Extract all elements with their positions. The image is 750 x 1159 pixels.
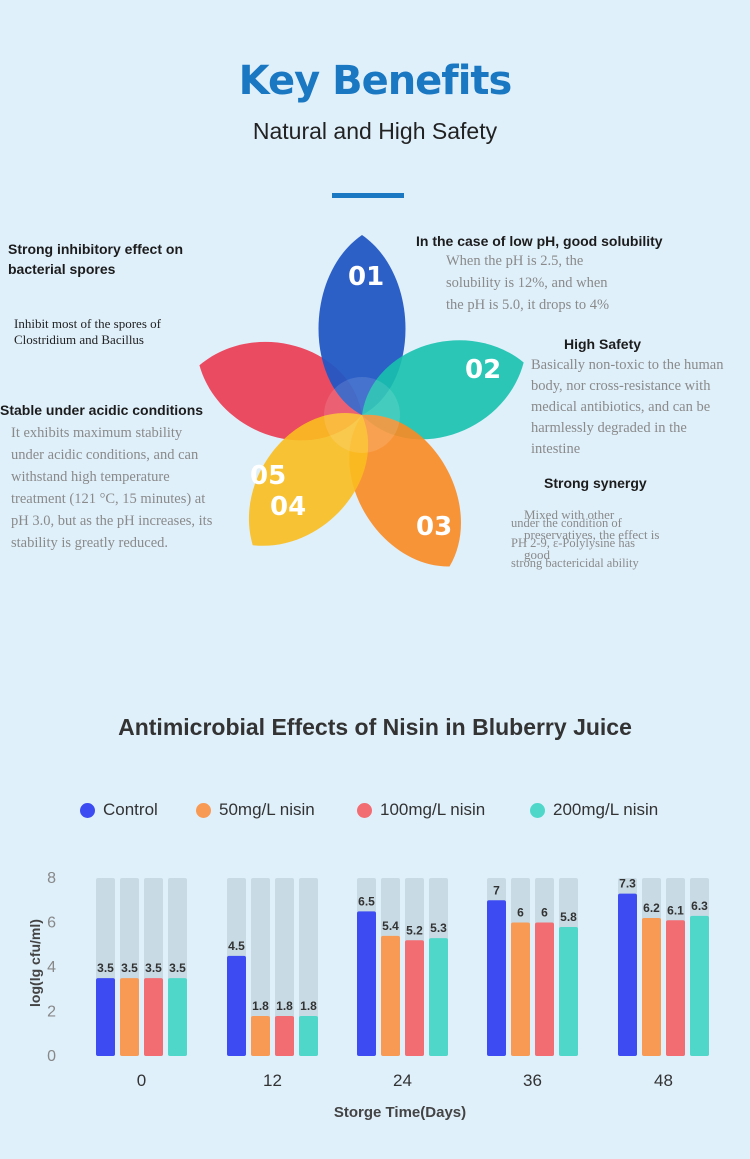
feature-01-title: In the case of low pH, good solubility bbox=[416, 233, 663, 249]
bar-value-label: 6.1 bbox=[667, 903, 684, 917]
feature-04-description: It exhibits maximum stability under acid… bbox=[11, 425, 213, 551]
feature-01-description: When the pH is 2.5, the solubility is 12… bbox=[446, 253, 610, 313]
feature-03-description: Mixed with other preservatives, the effe… bbox=[524, 507, 660, 562]
bar-2-0 bbox=[144, 978, 163, 1056]
bar-value-label: 6 bbox=[541, 906, 548, 920]
petal-03-number: 03 bbox=[416, 512, 452, 542]
bar-3-1 bbox=[299, 1015, 318, 1056]
petal-05-number: 05 bbox=[250, 461, 286, 491]
petal-02 bbox=[362, 340, 524, 440]
legend-item-control: Control bbox=[80, 800, 158, 820]
legend-swatch-100mg bbox=[357, 802, 372, 818]
bar-value-label: 1.8 bbox=[252, 999, 269, 1013]
bar-value-label: 6 bbox=[517, 906, 524, 920]
bar-1-2 bbox=[381, 935, 400, 1056]
legend-swatch-control bbox=[80, 802, 95, 818]
bar-1-1 bbox=[251, 1015, 270, 1056]
y-tick-label: 4 bbox=[47, 959, 56, 976]
bar-3-4 bbox=[690, 915, 709, 1056]
page-subtitle: Natural and High Safety bbox=[252, 118, 498, 144]
x-tick-label: 0 bbox=[137, 1071, 146, 1090]
bar-2-3 bbox=[535, 922, 554, 1056]
bar-value-label: 1.8 bbox=[300, 999, 317, 1013]
bar-value-label: 5.8 bbox=[560, 910, 577, 924]
feature-05-title: Strong inhibitory effect on bacterial sp… bbox=[8, 241, 183, 277]
bar-1-4 bbox=[642, 918, 661, 1056]
y-tick-label: 8 bbox=[47, 870, 56, 887]
petal-04 bbox=[248, 413, 368, 546]
bar-value-label: 3.5 bbox=[97, 961, 114, 975]
x-axis-label: Storge Time(Days) bbox=[333, 1104, 467, 1121]
bar-1-0 bbox=[120, 978, 139, 1056]
bar-value-label: 6.3 bbox=[691, 899, 708, 913]
bar-track bbox=[299, 878, 318, 1056]
bar-value-label: 5.3 bbox=[430, 921, 447, 935]
y-tick-label: 6 bbox=[47, 915, 56, 932]
bar-0-4 bbox=[618, 893, 637, 1056]
bar-2-1 bbox=[275, 1015, 294, 1056]
bar-1-3 bbox=[511, 922, 530, 1056]
bar-value-label: 6.2 bbox=[643, 901, 660, 915]
petal-01-number: 01 bbox=[348, 262, 384, 292]
bar-track bbox=[251, 878, 270, 1056]
y-tick-label: 2 bbox=[47, 1004, 56, 1021]
benefits-flower-diagram: 01 02 03 04 05 bbox=[199, 235, 524, 567]
feature-03-alt-description: under the condition of PH 2-9, ε-Polylys… bbox=[511, 516, 639, 570]
bar-value-label: 7 bbox=[493, 883, 500, 897]
feature-02-title: High Safety bbox=[564, 336, 642, 352]
bar-value-label: 4.5 bbox=[228, 939, 245, 953]
feature-02-description: Basically non-toxic to the human body, n… bbox=[531, 357, 724, 457]
bar-value-label: 5.4 bbox=[382, 919, 399, 933]
y-axis-label: log(lg cfu/ml) bbox=[27, 919, 43, 1007]
feature-04-title: Stable under acidic conditions bbox=[0, 402, 204, 418]
bar-3-2 bbox=[429, 938, 448, 1056]
page-title: Key Benefits bbox=[238, 58, 513, 104]
petal-01 bbox=[318, 235, 406, 415]
chart-title: Antimicrobial Effects of Nisin in Bluber… bbox=[118, 714, 632, 740]
bar-value-label: 1.8 bbox=[276, 999, 293, 1013]
bar-0-2 bbox=[357, 911, 376, 1056]
bar-0-3 bbox=[487, 900, 506, 1056]
y-tick-label: 0 bbox=[47, 1048, 56, 1065]
bar-3-0 bbox=[168, 978, 187, 1056]
bar-track bbox=[275, 878, 294, 1056]
petal-02-number: 02 bbox=[465, 355, 501, 385]
legend-swatch-200mg bbox=[530, 802, 545, 818]
bar-2-2 bbox=[405, 940, 424, 1056]
bar-value-label: 6.5 bbox=[358, 894, 375, 908]
petal-03 bbox=[349, 414, 461, 567]
legend-swatch-50mg bbox=[196, 802, 211, 818]
bar-value-label: 3.5 bbox=[169, 961, 186, 975]
bar-0-1 bbox=[227, 955, 246, 1056]
petal-04-number: 04 bbox=[270, 492, 306, 522]
bar-value-label: 5.2 bbox=[406, 923, 423, 937]
x-tick-label: 48 bbox=[654, 1071, 673, 1090]
bar-value-label: 7.3 bbox=[619, 877, 636, 891]
bar-value-label: 3.5 bbox=[121, 961, 138, 975]
x-tick-label: 12 bbox=[263, 1071, 282, 1090]
x-tick-label: 36 bbox=[523, 1071, 542, 1090]
bar-0-0 bbox=[96, 978, 115, 1056]
legend-item-100mg: 100mg/L nisin bbox=[357, 800, 485, 820]
x-tick-label: 24 bbox=[393, 1071, 412, 1090]
legend-item-200mg: 200mg/L nisin bbox=[530, 800, 658, 820]
bar-3-3 bbox=[559, 926, 578, 1056]
feature-05-description: Inhibit most of the spores of Clostridiu… bbox=[14, 316, 161, 347]
bar-value-label: 3.5 bbox=[145, 961, 162, 975]
bar-2-4 bbox=[666, 920, 685, 1056]
petal-05 bbox=[199, 342, 362, 441]
title-divider bbox=[332, 193, 404, 198]
feature-03-title: Strong synergy bbox=[544, 475, 647, 491]
legend-item-50mg: 50mg/L nisin bbox=[196, 800, 315, 820]
